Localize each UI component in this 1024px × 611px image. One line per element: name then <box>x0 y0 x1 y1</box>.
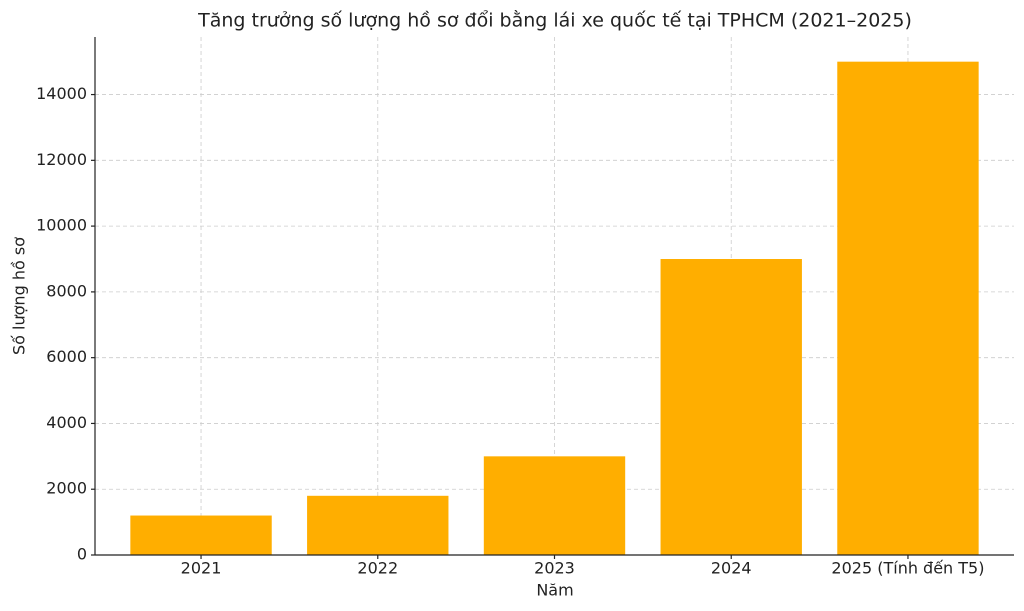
x-tick-label: 2025 (Tính đến T5) <box>831 559 984 578</box>
x-tick-label: 2022 <box>357 559 398 578</box>
x-tick-label: 2024 <box>711 559 752 578</box>
y-tick-label: 10000 <box>36 216 87 235</box>
x-tick-label: 2023 <box>534 559 575 578</box>
y-tick-label: 8000 <box>46 281 87 300</box>
bar <box>660 259 802 555</box>
y-tick-label: 2000 <box>46 479 87 498</box>
x-tick-label: 2021 <box>181 559 222 578</box>
x-axis-label: Năm <box>536 581 573 600</box>
bar <box>837 61 979 556</box>
bar <box>130 515 272 555</box>
y-tick-label: 0 <box>77 545 87 564</box>
y-tick-label: 6000 <box>46 347 87 366</box>
y-tick-label: 12000 <box>36 150 87 169</box>
y-axis-label: Số lượng hồ sơ <box>10 237 29 355</box>
y-tick-label: 4000 <box>46 413 87 432</box>
bar <box>483 456 626 555</box>
y-tick-label: 14000 <box>36 84 87 103</box>
bar <box>307 495 449 555</box>
chart-title: Tăng trưởng số lượng hồ sơ đổi bằng lái … <box>197 9 912 32</box>
